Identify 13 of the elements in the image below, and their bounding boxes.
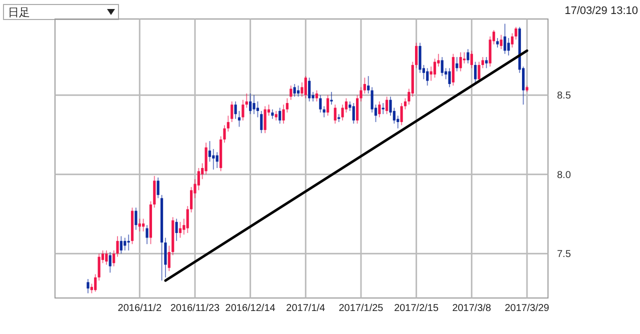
y-tick-label: 7.5: [557, 249, 572, 260]
y-tick-label: 8.0: [557, 170, 572, 181]
x-tick-label: 2016/12/14: [225, 303, 276, 314]
x-tick-label: 2016/11/23: [170, 303, 220, 314]
text: 日足: [8, 7, 30, 19]
x-tick-label: 2017/3/8: [452, 303, 492, 314]
x-tick-label: 2017/1/25: [338, 303, 384, 314]
text: 17/03/29 13:10: [564, 5, 638, 17]
x-tick-label: 2017/1/4: [286, 303, 326, 314]
x-tick-label: 2017/2/15: [394, 303, 440, 314]
x-tick-label: 2017/3/29: [504, 303, 550, 314]
x-tick-label: 2016/11/2: [118, 303, 162, 314]
y-tick-label: 8.5: [557, 90, 572, 102]
